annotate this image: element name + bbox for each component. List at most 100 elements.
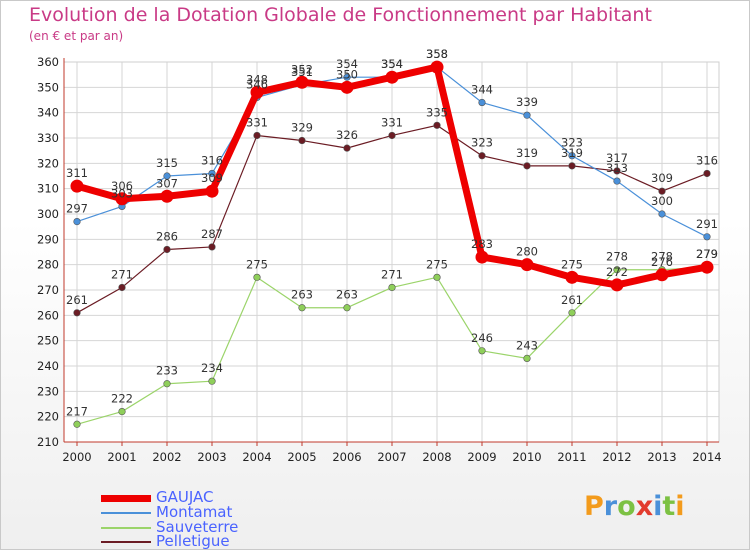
data-label-sauveterre: 243 <box>516 338 538 352</box>
data-point-sauveterre <box>343 304 351 312</box>
data-label-sauveterre: 275 <box>426 257 448 271</box>
data-label-montamat: 303 <box>111 186 133 200</box>
data-label-gaujac: 276 <box>651 255 673 269</box>
data-point-pelletigue <box>433 121 441 129</box>
data-point-sauveterre <box>613 266 621 274</box>
data-label-sauveterre: 263 <box>336 288 358 302</box>
data-point-pelletigue <box>163 245 171 254</box>
x-tick-label: 2002 <box>152 450 181 464</box>
data-point-gaujac <box>340 80 354 94</box>
data-label-pelletigue: 323 <box>471 136 493 150</box>
chart-title: Evolution de la Dotation Globale de Fonc… <box>29 4 652 26</box>
data-point-gaujac <box>250 85 264 99</box>
grid <box>63 61 720 443</box>
data-label-pelletigue: 309 <box>651 171 673 185</box>
x-tick-label: 2005 <box>287 450 316 464</box>
legend-label-gaujac: GAUJAC <box>156 488 214 506</box>
data-point-sauveterre <box>163 380 171 388</box>
data-label-pelletigue: 271 <box>111 267 133 281</box>
axes: 210 220 230 240 250 260 270 280 290 300 310 320 330 3… <box>37 55 722 464</box>
x-tick-label: 2014 <box>692 450 721 464</box>
y-tick-label: 260 <box>37 308 59 322</box>
logo-letter: i <box>675 491 685 522</box>
y-tick-label: 210 <box>37 435 59 449</box>
data-point-pelletigue <box>73 309 81 317</box>
data-point-sauveterre <box>253 273 261 281</box>
y-tick-label: 290 <box>37 232 59 246</box>
data-label-montamat: 313 <box>606 161 628 175</box>
data-label-sauveterre: 246 <box>471 331 493 345</box>
data-point-pelletigue <box>568 162 576 170</box>
x-tick-label: 2003 <box>197 450 226 464</box>
data-label-pelletigue: 319 <box>516 146 538 160</box>
x-tick-label: 2000 <box>62 450 91 464</box>
data-label-montamat: 354 <box>336 57 358 71</box>
data-point-pelletigue <box>523 162 531 170</box>
data-label-sauveterre: 278 <box>606 250 628 264</box>
data-label-montamat: 315 <box>156 156 178 170</box>
data-label-sauveterre: 222 <box>111 392 133 406</box>
data-label-pelletigue: 329 <box>291 121 313 135</box>
x-tick-label: 2007 <box>377 450 406 464</box>
data-point-montamat <box>73 218 81 226</box>
legend-label-sauveterre: Sauveterre <box>156 518 239 536</box>
logo-letter: r <box>603 491 618 522</box>
data-label-pelletigue: 331 <box>381 115 403 129</box>
data-point-pelletigue <box>298 136 306 145</box>
logo-letter: P <box>584 491 604 522</box>
data-label-pelletigue: 326 <box>336 128 358 142</box>
data-label-montamat: 297 <box>66 202 88 216</box>
data-label-pelletigue: 316 <box>696 153 718 167</box>
data-label-pelletigue: 287 <box>201 227 223 241</box>
data-point-sauveterre <box>478 347 486 355</box>
data-label-gaujac: 307 <box>156 176 178 190</box>
data-label-montamat: 316 <box>201 153 223 167</box>
data-point-gaujac <box>475 250 489 264</box>
data-label-sauveterre: 275 <box>246 257 268 271</box>
data-label-gaujac: 352 <box>291 62 313 76</box>
data-point-gaujac <box>295 75 309 89</box>
data-point-gaujac <box>160 189 174 203</box>
data-label-sauveterre: 217 <box>66 404 88 418</box>
data-label-montamat: 358 <box>426 47 448 61</box>
data-label-sauveterre: 261 <box>561 293 583 307</box>
data-point-gaujac <box>655 268 669 282</box>
x-tick-label: 2008 <box>422 450 451 464</box>
data-label-gaujac: 348 <box>246 72 268 86</box>
logo-letter: t <box>662 491 676 522</box>
data-label-gaujac: 275 <box>561 257 583 271</box>
data-point-sauveterre <box>73 420 81 428</box>
data-point-pelletigue <box>658 187 666 195</box>
x-tick-label: 2011 <box>557 450 586 464</box>
data-label-sauveterre: 234 <box>201 361 223 375</box>
data-label-sauveterre: 263 <box>291 288 313 302</box>
data-label-montamat: 300 <box>651 194 673 208</box>
data-label-montamat: 351 <box>291 65 313 79</box>
data-label-gaujac: 309 <box>201 171 223 185</box>
data-point-montamat <box>208 169 216 178</box>
data-label-gaujac: 283 <box>471 237 493 251</box>
data-label-gaujac: 306 <box>111 179 133 193</box>
data-point-pelletigue <box>118 283 126 292</box>
proxiti-logo: Proxiti <box>584 491 685 522</box>
data-point-gaujac <box>205 184 219 198</box>
data-label-gaujac: 354 <box>381 57 403 71</box>
data-label-pelletigue: 319 <box>561 146 583 160</box>
x-tick-label: 2013 <box>647 450 676 464</box>
y-tick-label: 250 <box>37 334 59 348</box>
legend-swatch-sauveterre <box>101 527 151 529</box>
data-point-gaujac <box>610 278 624 292</box>
data-label-pelletigue: 335 <box>426 105 448 119</box>
legend-swatch-montamat <box>101 512 151 514</box>
data-label-montamat: 323 <box>561 136 583 150</box>
data-label-gaujac: 279 <box>696 247 718 261</box>
data-label-gaujac: 350 <box>336 67 358 81</box>
data-point-gaujac <box>520 258 534 272</box>
data-label-sauveterre: 278 <box>651 250 673 264</box>
legend-swatch-gaujac <box>101 495 151 502</box>
data-point-sauveterre <box>388 283 396 292</box>
data-point-pelletigue <box>253 131 261 140</box>
logo-letter: i <box>653 491 663 522</box>
data-label-montamat: 346 <box>246 77 268 91</box>
